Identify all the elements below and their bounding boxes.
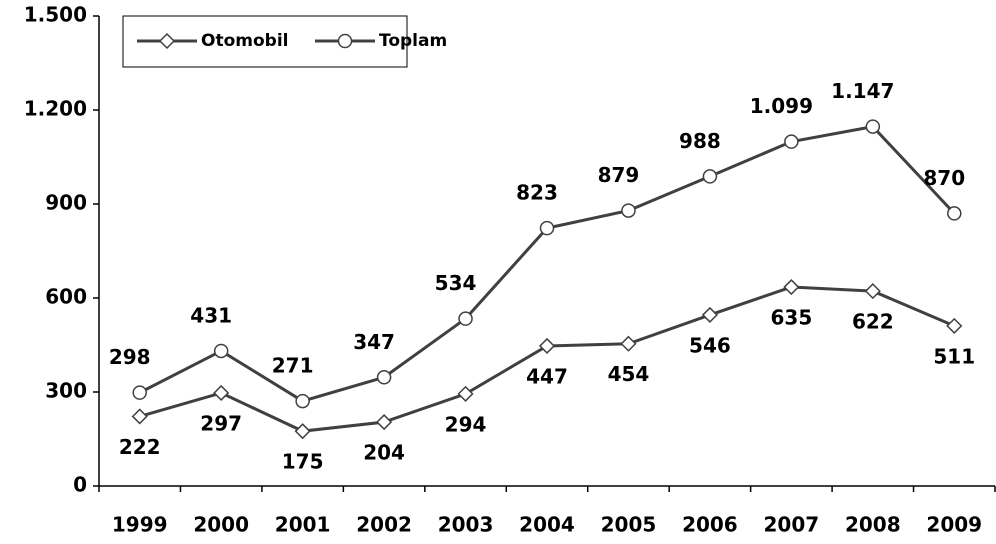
x-tick-label: 2007 bbox=[764, 513, 820, 537]
data-point bbox=[538, 337, 556, 355]
x-tick-label: 2008 bbox=[845, 513, 901, 537]
data-point bbox=[783, 278, 800, 296]
data-point bbox=[294, 423, 311, 440]
data-label: 546 bbox=[689, 333, 731, 357]
y-tick-label: 1.200 bbox=[24, 97, 87, 121]
data-point bbox=[131, 408, 148, 425]
data-label: 431 bbox=[190, 303, 232, 327]
data-label: 622 bbox=[852, 310, 894, 334]
series-line bbox=[139, 285, 955, 433]
x-tick-label: 2000 bbox=[193, 513, 249, 537]
x-tick-label: 2002 bbox=[356, 513, 412, 537]
series-line bbox=[139, 124, 956, 403]
legend-marker bbox=[337, 33, 353, 49]
x-tick-label: 2001 bbox=[275, 513, 331, 537]
data-point bbox=[376, 370, 392, 385]
x-tick-label: 2005 bbox=[601, 513, 657, 537]
legend-marker bbox=[158, 32, 176, 50]
data-point bbox=[620, 335, 637, 352]
data-label: 635 bbox=[770, 306, 812, 330]
y-tick-label: 300 bbox=[45, 379, 87, 403]
data-point bbox=[621, 203, 636, 218]
data-point bbox=[457, 385, 474, 402]
y-tick-label: 600 bbox=[45, 285, 87, 309]
data-label: 294 bbox=[445, 412, 487, 436]
data-label: 454 bbox=[608, 362, 650, 386]
x-tick-label: 2009 bbox=[926, 513, 982, 537]
legend-label: Otomobil bbox=[201, 31, 288, 51]
data-label: 347 bbox=[353, 330, 395, 354]
data-label: 988 bbox=[679, 129, 721, 153]
legend-label: Toplam bbox=[379, 31, 447, 51]
data-label: 271 bbox=[272, 354, 314, 378]
data-label: 298 bbox=[109, 345, 151, 369]
x-tick-label: 2004 bbox=[519, 513, 575, 537]
data-point bbox=[539, 220, 555, 236]
data-point bbox=[946, 317, 963, 334]
data-point bbox=[458, 311, 473, 326]
data-point bbox=[784, 134, 799, 149]
data-point bbox=[865, 119, 881, 134]
data-point bbox=[213, 343, 229, 359]
data-label: 534 bbox=[435, 271, 477, 295]
data-label: 297 bbox=[200, 411, 242, 435]
data-point bbox=[132, 385, 147, 400]
data-label: 823 bbox=[516, 181, 558, 205]
data-point bbox=[376, 414, 393, 431]
data-label: 175 bbox=[282, 450, 324, 474]
data-point bbox=[295, 393, 310, 409]
data-point bbox=[947, 206, 962, 221]
data-label: 1.099 bbox=[750, 94, 813, 118]
x-tick-label: 2003 bbox=[438, 513, 494, 537]
data-label: 870 bbox=[923, 166, 965, 190]
data-label: 204 bbox=[363, 441, 405, 465]
data-point bbox=[213, 384, 230, 402]
data-label: 511 bbox=[933, 344, 975, 368]
data-point bbox=[864, 283, 881, 300]
data-label: 447 bbox=[526, 364, 568, 388]
data-label: 1.147 bbox=[831, 79, 894, 103]
data-point bbox=[701, 306, 718, 323]
y-tick-label: 900 bbox=[45, 191, 87, 215]
data-label: 879 bbox=[598, 163, 640, 187]
data-label: 222 bbox=[119, 435, 161, 459]
y-tick-label: 0 bbox=[73, 473, 87, 497]
x-tick-label: 1999 bbox=[112, 513, 168, 537]
x-tick-label: 2006 bbox=[682, 513, 738, 537]
y-tick-label: 1.500 bbox=[24, 3, 87, 27]
data-point bbox=[702, 169, 718, 184]
